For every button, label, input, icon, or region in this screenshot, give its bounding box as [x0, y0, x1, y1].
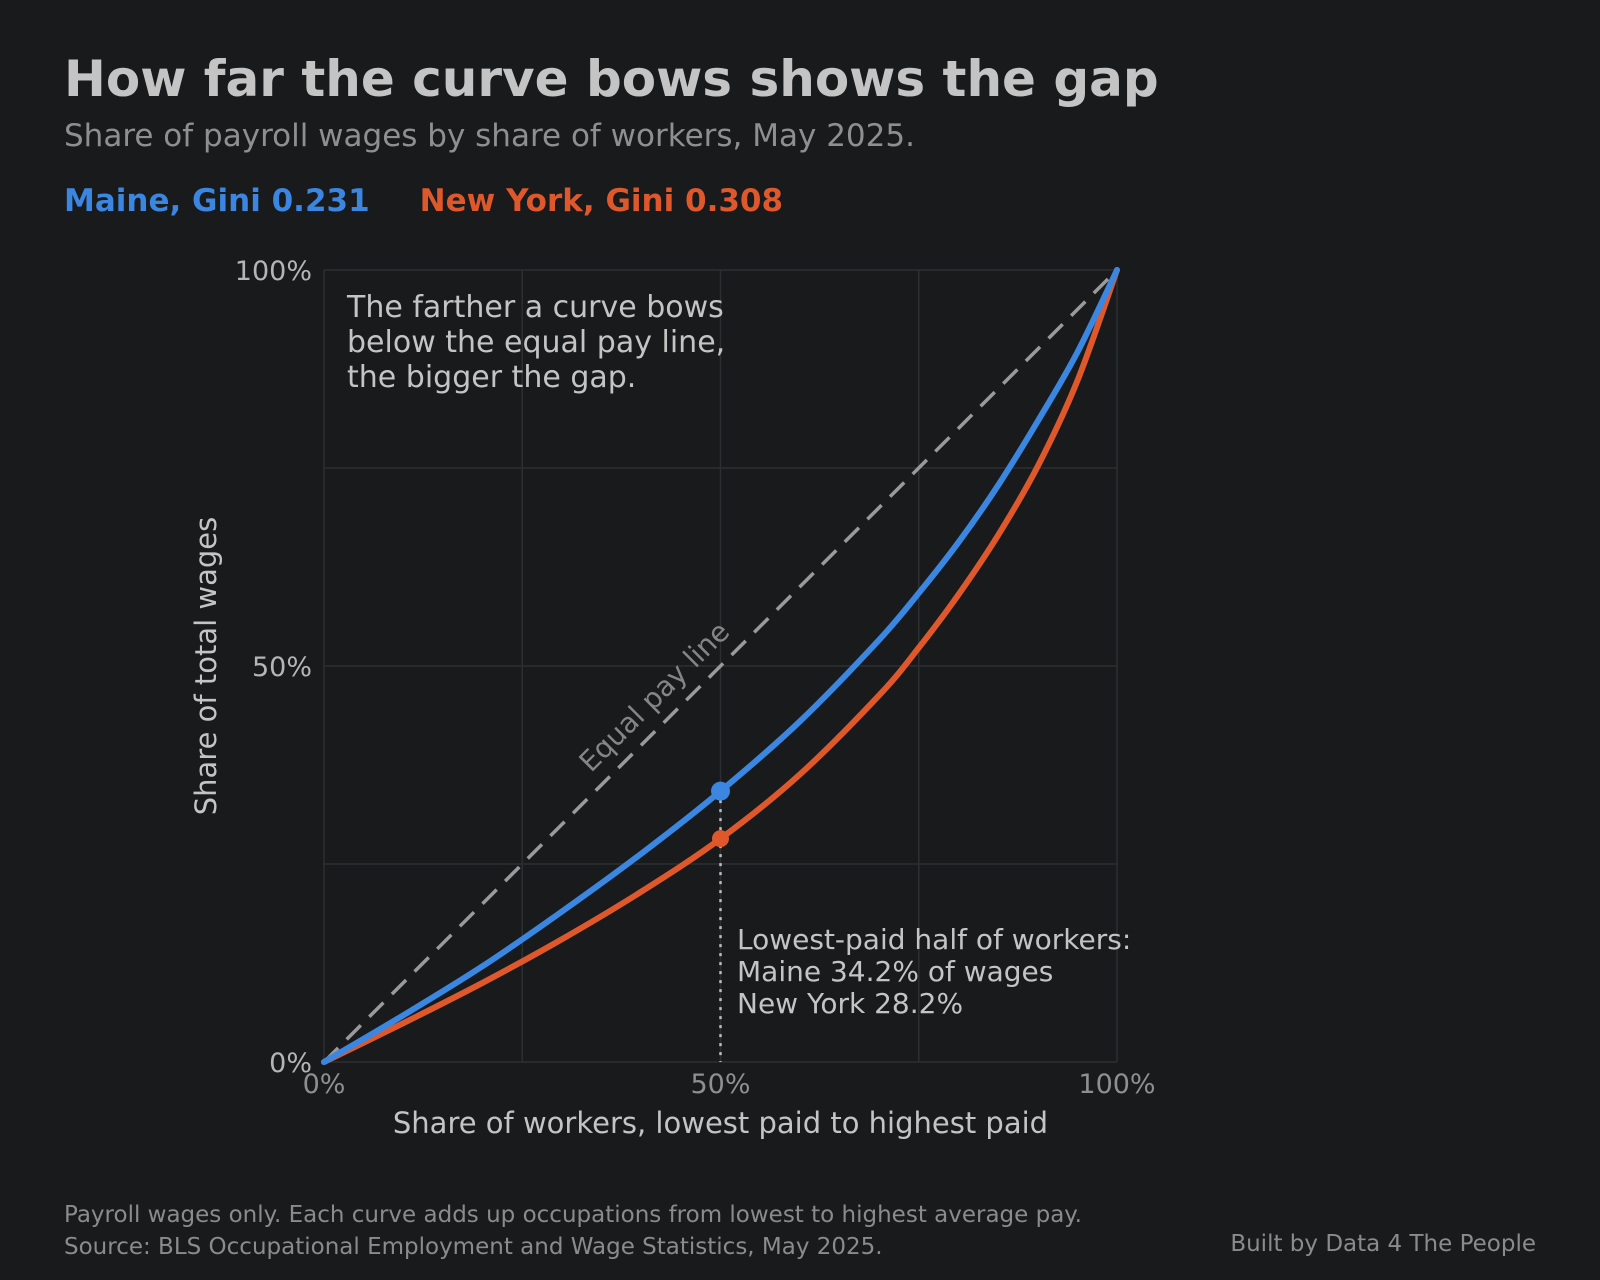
chart-subtitle: Share of payroll wages by share of worke… — [64, 118, 915, 154]
highlight-point-0 — [711, 781, 730, 801]
chart-title: How far the curve bows shows the gap — [64, 50, 1159, 108]
equal-pay-line-label: Equal pay line — [573, 615, 736, 778]
y-tick-label: 0% — [269, 1048, 312, 1079]
series-line-0 — [321, 267, 1120, 1065]
callout-line: New York 28.2% — [737, 987, 963, 1020]
equal-pay-line — [322, 268, 1119, 1064]
annotation-line: The farther a curve bows — [346, 290, 724, 325]
axis-layer: 0% 50% 100% 0% 50% 100% Share of workers, lowe… — [189, 256, 1156, 1140]
annotation-line: the bigger the gap. — [347, 360, 636, 395]
series-line-1 — [321, 267, 1120, 1065]
x-axis-label: Share of workers, lowest paid to highest… — [393, 1106, 1048, 1140]
annotation-line: below the equal pay line, — [347, 325, 725, 360]
y-tick-label: 100% — [235, 256, 312, 287]
footnote-line-1: Payroll wages only. Each curve adds up o… — [64, 1202, 1082, 1228]
y-tick-label: 50% — [252, 652, 312, 683]
callout-line: Maine 34.2% of wages — [737, 955, 1053, 988]
series-layer — [321, 267, 1120, 1065]
x-tick-label: 50% — [690, 1069, 750, 1100]
y-axis-label: Share of total wages — [189, 517, 223, 815]
legend: Maine, Gini 0.231 New York, Gini 0.308 — [64, 183, 783, 219]
highlight-point-1 — [712, 830, 729, 848]
x-tick-label: 0% — [303, 1069, 346, 1100]
callout-line: Lowest-paid half of workers: — [737, 923, 1131, 956]
legend-item-maine: Maine, Gini 0.231 — [64, 183, 370, 219]
legend-item-new-york: New York, Gini 0.308 — [419, 183, 784, 219]
credit: Built by Data 4 The People — [1230, 1231, 1536, 1257]
x-tick-label: 100% — [1078, 1069, 1155, 1100]
footnote: Payroll wages only. Each curve adds up o… — [64, 1199, 1082, 1263]
footnote-source: Source: BLS Occupational Employment and … — [64, 1234, 883, 1260]
